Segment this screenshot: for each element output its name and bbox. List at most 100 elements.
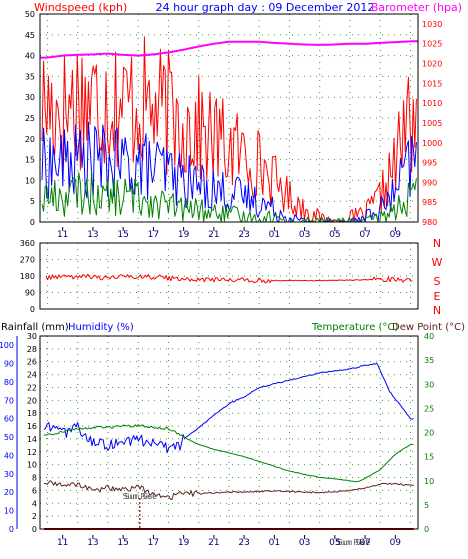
wind-x-tick-label: 07 bbox=[359, 230, 370, 240]
temperature-axis-label: Temperature (°C) bbox=[311, 322, 398, 333]
direction-panel-marks bbox=[45, 273, 413, 284]
temperature-y-tick-label: 10 bbox=[424, 477, 434, 486]
rain-y-tick-label: 28 bbox=[27, 345, 37, 354]
temperature-y-tick-label: 20 bbox=[424, 429, 434, 438]
humidity-y-tick-label: 60 bbox=[4, 415, 14, 424]
compass-label: W bbox=[432, 256, 443, 269]
direction-panel-grid bbox=[40, 243, 418, 309]
humidity-y-tick-label: 40 bbox=[4, 451, 14, 460]
barometer-y-tick-label: 1000 bbox=[422, 139, 442, 148]
direction-y-tick-label: 180 bbox=[20, 272, 35, 281]
rain-y-tick-label: 18 bbox=[27, 409, 37, 418]
wind-direction-line bbox=[45, 273, 413, 284]
rain-y-tick-label: 8 bbox=[32, 474, 37, 483]
humidity-y-tick-label: 70 bbox=[4, 396, 14, 405]
barometer-y-tick-label: 1020 bbox=[422, 60, 442, 69]
wind-y-tick-label: 0 bbox=[30, 218, 35, 227]
temperature-y-tick-label: 40 bbox=[424, 332, 434, 341]
humidity-y-tick-label: 100 bbox=[0, 341, 14, 350]
climate-x-tick-label: 21 bbox=[208, 538, 219, 548]
wind-x-tick-label: 15 bbox=[117, 230, 128, 240]
direction-y-tick-label: 360 bbox=[20, 239, 35, 248]
humidity-y-tick-label: 80 bbox=[4, 378, 14, 387]
wind-x-tick-label: 03 bbox=[299, 230, 310, 240]
direction-y-tick-label: 0 bbox=[30, 305, 35, 314]
barometer-y-tick-label: 1015 bbox=[422, 79, 442, 88]
wind-y-tick-label: 50 bbox=[25, 10, 35, 19]
wind-x-tick-label: 21 bbox=[208, 230, 219, 240]
barometer-y-tick-label: 995 bbox=[422, 159, 437, 168]
climate-x-tick-label: 15 bbox=[117, 538, 128, 548]
wind-y-tick-label: 45 bbox=[25, 31, 35, 40]
wind-y-tick-label: 40 bbox=[25, 52, 35, 61]
barometer-axis-label: Barometer (hpa) bbox=[371, 1, 462, 14]
sun-event-label: Sun Set bbox=[124, 492, 155, 501]
humidity-line bbox=[43, 362, 414, 454]
rain-y-tick-label: 16 bbox=[27, 422, 37, 431]
sun-event-time-label: Sun Set bbox=[338, 538, 369, 547]
barometer-y-tick-label: 1030 bbox=[422, 20, 442, 29]
climate-x-tick-label: 01 bbox=[269, 538, 280, 548]
wind-y-tick-label: 15 bbox=[25, 156, 35, 165]
wind-y-tick-label: 35 bbox=[25, 72, 35, 81]
compass-label: E bbox=[434, 290, 441, 303]
temperature-y-tick-label: 30 bbox=[424, 380, 434, 389]
compass-label: S bbox=[434, 275, 441, 288]
direction-y-tick-label: 90 bbox=[25, 289, 35, 298]
humidity-y-tick-label: 90 bbox=[4, 360, 14, 369]
climate-x-tick-label: 13 bbox=[87, 538, 98, 548]
climate-x-tick-label: 19 bbox=[178, 538, 190, 548]
climate-panel-axes: 0102030405060708090100024681012141618202… bbox=[0, 332, 434, 548]
rain-y-tick-label: 0 bbox=[32, 525, 37, 534]
rain-y-tick-label: 22 bbox=[27, 383, 37, 392]
rain-y-tick-label: 20 bbox=[27, 396, 37, 405]
humidity-y-tick-label: 20 bbox=[4, 488, 14, 497]
rain-y-tick-label: 24 bbox=[27, 371, 37, 380]
rain-y-tick-label: 26 bbox=[27, 358, 37, 367]
wind-x-tick-label: 13 bbox=[87, 230, 98, 240]
barometer-y-tick-label: 1005 bbox=[422, 119, 442, 128]
rain-y-tick-label: 10 bbox=[27, 461, 37, 470]
direction-y-tick-label: 270 bbox=[20, 256, 35, 265]
dew-point-axis-label: Dew Point (°C) bbox=[392, 322, 465, 333]
humidity-y-tick-label: 30 bbox=[4, 470, 14, 479]
rain-y-tick-label: 14 bbox=[27, 435, 37, 444]
wind-y-tick-label: 5 bbox=[30, 197, 35, 206]
temperature-line bbox=[43, 424, 414, 483]
temperature-y-tick-label: 35 bbox=[424, 356, 434, 365]
climate-x-tick-label: 11 bbox=[57, 538, 68, 548]
rain-y-tick-label: 12 bbox=[27, 448, 37, 457]
temperature-y-tick-label: 25 bbox=[424, 404, 434, 413]
wind-y-tick-label: 30 bbox=[25, 93, 35, 102]
climate-x-tick-label: 17 bbox=[148, 538, 159, 548]
chart-title: 24 hour graph day : 09 December 2012 bbox=[156, 1, 375, 14]
barometer-y-tick-label: 1010 bbox=[422, 99, 442, 108]
dew_point-line bbox=[43, 480, 414, 500]
wind-y-tick-label: 20 bbox=[25, 135, 35, 144]
barometer-line bbox=[40, 40, 418, 59]
lull-wind-line bbox=[41, 170, 417, 223]
climate-x-tick-label: 07 bbox=[359, 538, 370, 548]
wind-x-tick-label: 01 bbox=[269, 230, 280, 240]
wind-x-tick-label: 05 bbox=[329, 230, 340, 240]
sun-event-label: Sun Rise bbox=[122, 492, 157, 501]
humidity-y-tick-label: 10 bbox=[4, 507, 14, 516]
humidity-y-tick-label: 0 bbox=[9, 525, 14, 534]
humidity-y-tick-label: 50 bbox=[4, 433, 14, 442]
temperature-y-tick-label: 15 bbox=[424, 453, 434, 462]
climate-x-tick-label: 03 bbox=[299, 538, 310, 548]
wind-x-tick-label: 09 bbox=[390, 230, 402, 240]
climate-x-tick-label: 09 bbox=[390, 538, 402, 548]
rain-y-tick-label: 30 bbox=[27, 332, 37, 341]
temperature-y-tick-label: 0 bbox=[424, 525, 429, 534]
barometer-y-tick-label: 985 bbox=[422, 198, 437, 207]
wind-x-tick-label: 11 bbox=[57, 230, 68, 240]
wind-y-tick-label: 10 bbox=[25, 176, 35, 185]
climate-x-tick-label: 23 bbox=[238, 538, 249, 548]
compass-label: N bbox=[433, 237, 441, 250]
rain-y-tick-label: 2 bbox=[32, 512, 37, 521]
barometer-y-tick-label: 990 bbox=[422, 178, 437, 187]
humidity-axis-label: Humidity (%) bbox=[68, 322, 134, 333]
temperature-y-tick-label: 5 bbox=[424, 501, 429, 510]
